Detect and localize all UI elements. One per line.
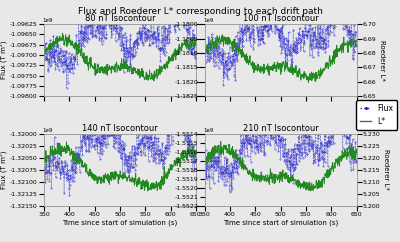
Title: 140 nT Isocontour: 140 nT Isocontour [82,124,158,133]
Title: 100 nT Isocontour: 100 nT Isocontour [243,15,318,23]
X-axis label: Time since start of simulation (s): Time since start of simulation (s) [223,220,338,226]
X-axis label: Time since start of simulation (s): Time since start of simulation (s) [62,220,178,226]
Y-axis label: Roederer L*: Roederer L* [383,149,389,190]
Text: 1e9: 1e9 [42,18,53,23]
Y-axis label: Roederer L*: Roederer L* [379,40,385,81]
Title: 80 nT Isocontour: 80 nT Isocontour [85,15,155,23]
Legend: Flux, L*: Flux, L* [356,100,397,130]
Y-axis label: Flux (T m²): Flux (T m²) [0,151,7,189]
Title: 210 nT Isocontour: 210 nT Isocontour [243,124,318,133]
Text: 1e9: 1e9 [203,18,214,23]
Y-axis label: Flux (T m²): Flux (T m²) [0,41,7,79]
Text: Flux and Roederer L* corresponding to each drift path: Flux and Roederer L* corresponding to ea… [78,7,322,16]
Text: 1e9: 1e9 [42,128,53,133]
Text: 1e9: 1e9 [203,128,214,133]
